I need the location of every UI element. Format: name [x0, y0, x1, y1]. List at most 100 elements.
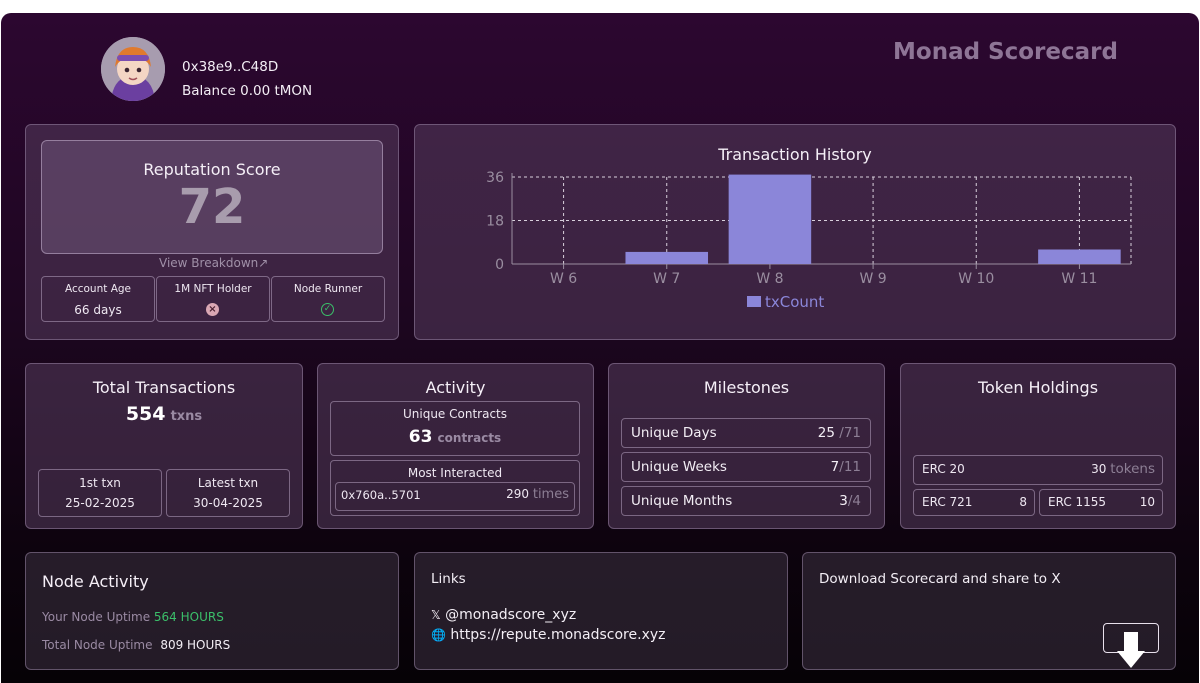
x-tick-label: W 9 — [859, 271, 886, 287]
erc20-row: ERC 20 30 tokens — [913, 455, 1163, 485]
most-interacted-row: 0x760a..5701 290 times — [335, 482, 575, 511]
erc721-label: ERC 721 — [922, 495, 973, 509]
reputation-card: Reputation Score 72 View Breakdown↗ Acco… — [25, 124, 399, 340]
latest-txn-date: 30-04-2025 — [193, 496, 263, 510]
milestone-label: Unique Days — [631, 425, 717, 441]
milestones-title: Milestones — [703, 378, 790, 397]
total-node-uptime: Total Node Uptime 809 HOURS — [42, 638, 230, 652]
milestone-total: /4 — [847, 493, 861, 509]
total-transactions-card: Total Transactions 554 txns 1st txn 25-0… — [25, 363, 303, 529]
erc1155-value: 10 — [1139, 495, 1155, 509]
website-url: https://repute.monadscore.xyz — [450, 627, 666, 643]
milestone-label: Unique Weeks — [631, 459, 727, 475]
first-txn-box: 1st txn 25-02-2025 — [38, 469, 162, 517]
website-link[interactable]: 🌐 https://repute.monadscore.xyz — [431, 627, 666, 643]
reputation-score-box: Reputation Score 72 — [41, 140, 383, 254]
download-card: Download Scorecard and share to X — [802, 552, 1176, 670]
node-runner-label: Node Runner — [293, 283, 363, 295]
erc721-row: ERC 721 8 — [913, 489, 1035, 516]
wallet-address: 0x38e9..C48D — [182, 59, 279, 75]
first-txn-date: 25-02-2025 — [65, 496, 135, 510]
account-age-label: Account Age — [64, 283, 132, 295]
nft-holder-box: 1M NFT Holder × — [156, 276, 270, 322]
erc20-label: ERC 20 — [922, 462, 965, 476]
milestone-row: Unique Months 3/4 — [621, 486, 871, 516]
token-holdings-card: Token Holdings ERC 20 30 tokens ERC 721 … — [900, 363, 1176, 529]
cross-icon: × — [206, 303, 219, 316]
x-link[interactable]: 𝕏 @monadscore_xyz — [431, 607, 576, 623]
erc721-value: 8 — [1019, 495, 1027, 509]
most-interacted-count: 290 — [506, 487, 530, 501]
most-interacted-box: Most Interacted 0x760a..5701 290 times — [330, 460, 580, 516]
most-interacted-unit: times — [532, 487, 569, 502]
bar — [728, 174, 812, 264]
erc1155-label: ERC 1155 — [1048, 495, 1107, 509]
most-interacted-address: 0x760a..5701 — [341, 488, 421, 502]
total-node-uptime-value: 809 HOURS — [160, 638, 231, 652]
latest-txn-label: Latest txn — [197, 476, 259, 490]
check-icon: ✓ — [321, 303, 334, 316]
reputation-score: 72 — [178, 179, 246, 235]
node-runner-box: Node Runner ✓ — [271, 276, 385, 322]
scorecard-page: 0x38e9..C48D Balance 0.00 tMON Monad Sco… — [1, 13, 1199, 683]
links-card: Links 𝕏 @monadscore_xyz 🌐 https://repute… — [414, 552, 788, 670]
x-tick-label: W 6 — [550, 271, 577, 287]
transaction-history-chart: Transaction History 0 18 36 W 6 W 7 W 8 W 9 W 1… — [486, 145, 1132, 311]
chart-title: Transaction History — [717, 145, 872, 164]
milestone-value-wrap: 7/11 — [831, 459, 861, 475]
reputation-title: Reputation Score — [143, 160, 281, 179]
token-holdings-title: Token Holdings — [977, 378, 1099, 397]
milestone-value: 7 — [830, 459, 840, 475]
milestone-label: Unique Months — [631, 493, 733, 509]
milestone-value-wrap: 25 /71 — [818, 425, 861, 441]
milestone-total: /11 — [839, 459, 861, 475]
node-activity-title: Node Activity — [42, 572, 149, 591]
x-tick-label: W 10 — [958, 271, 994, 287]
first-txn-label: 1st txn — [79, 476, 121, 490]
avatar — [101, 37, 165, 101]
activity-title: Activity — [425, 378, 486, 397]
total-transactions-title: Total Transactions — [92, 378, 236, 397]
unique-contracts-box: Unique Contracts 63 contracts — [330, 401, 580, 456]
milestones-card: Milestones Unique Days 25 /71 Unique Wee… — [608, 363, 885, 529]
bar — [1038, 249, 1121, 264]
unique-contracts-count: 63 contracts — [331, 427, 579, 447]
unique-contracts-unit: contracts — [437, 431, 502, 445]
erc20-value: 30 — [1091, 462, 1107, 476]
milestone-value: 3 — [839, 493, 848, 509]
transaction-history-card: Transaction History 0 18 36 W 6 W 7 W 8 W 9 W 1… — [414, 124, 1176, 340]
download-button[interactable] — [1103, 623, 1159, 668]
account-age-box: Account Age 66 days — [41, 276, 155, 322]
milestone-row: Unique Days 25 /71 — [621, 418, 871, 448]
account-age-value: 66 days — [74, 303, 122, 317]
milestone-total: /71 — [839, 425, 861, 441]
download-arrow-icon — [1117, 632, 1145, 668]
your-node-uptime: Your Node Uptime 564 HOURS — [42, 610, 224, 624]
x-tick-label: W 8 — [756, 271, 783, 287]
bar — [625, 251, 709, 264]
x-tick-label: W 7 — [653, 271, 680, 287]
y-tick-label: 18 — [486, 214, 504, 230]
total-transactions-count: 554 txns — [26, 403, 302, 425]
view-breakdown-link[interactable]: View Breakdown↗ — [159, 256, 269, 270]
most-interacted-count-wrap: 290 times — [506, 487, 569, 502]
globe-icon: 🌐 — [431, 628, 446, 642]
milestone-row: Unique Weeks 7/11 — [621, 452, 871, 482]
x-icon: 𝕏 — [431, 608, 441, 622]
node-activity-card: Node Activity Your Node Uptime 564 HOURS… — [25, 552, 399, 670]
milestone-value-wrap: 3/4 — [839, 493, 861, 509]
x-tick-label: W 11 — [1061, 271, 1097, 287]
total-transactions-unit: txns — [170, 409, 203, 424]
erc20-unit: tokens — [1110, 461, 1155, 477]
total-transactions-value: 554 — [125, 403, 166, 425]
latest-txn-box: Latest txn 30-04-2025 — [166, 469, 290, 517]
your-node-uptime-label: Your Node Uptime — [42, 610, 151, 624]
most-interacted-label: Most Interacted — [407, 466, 503, 480]
legend-swatch — [747, 296, 761, 307]
brand-title: Monad Scorecard — [893, 39, 1118, 65]
total-node-uptime-label: Total Node Uptime — [42, 638, 153, 652]
unique-contracts-label: Unique Contracts — [402, 407, 507, 421]
y-tick-label: 0 — [495, 257, 504, 273]
legend-label: txCount — [765, 293, 824, 311]
y-tick-label: 36 — [486, 170, 504, 186]
